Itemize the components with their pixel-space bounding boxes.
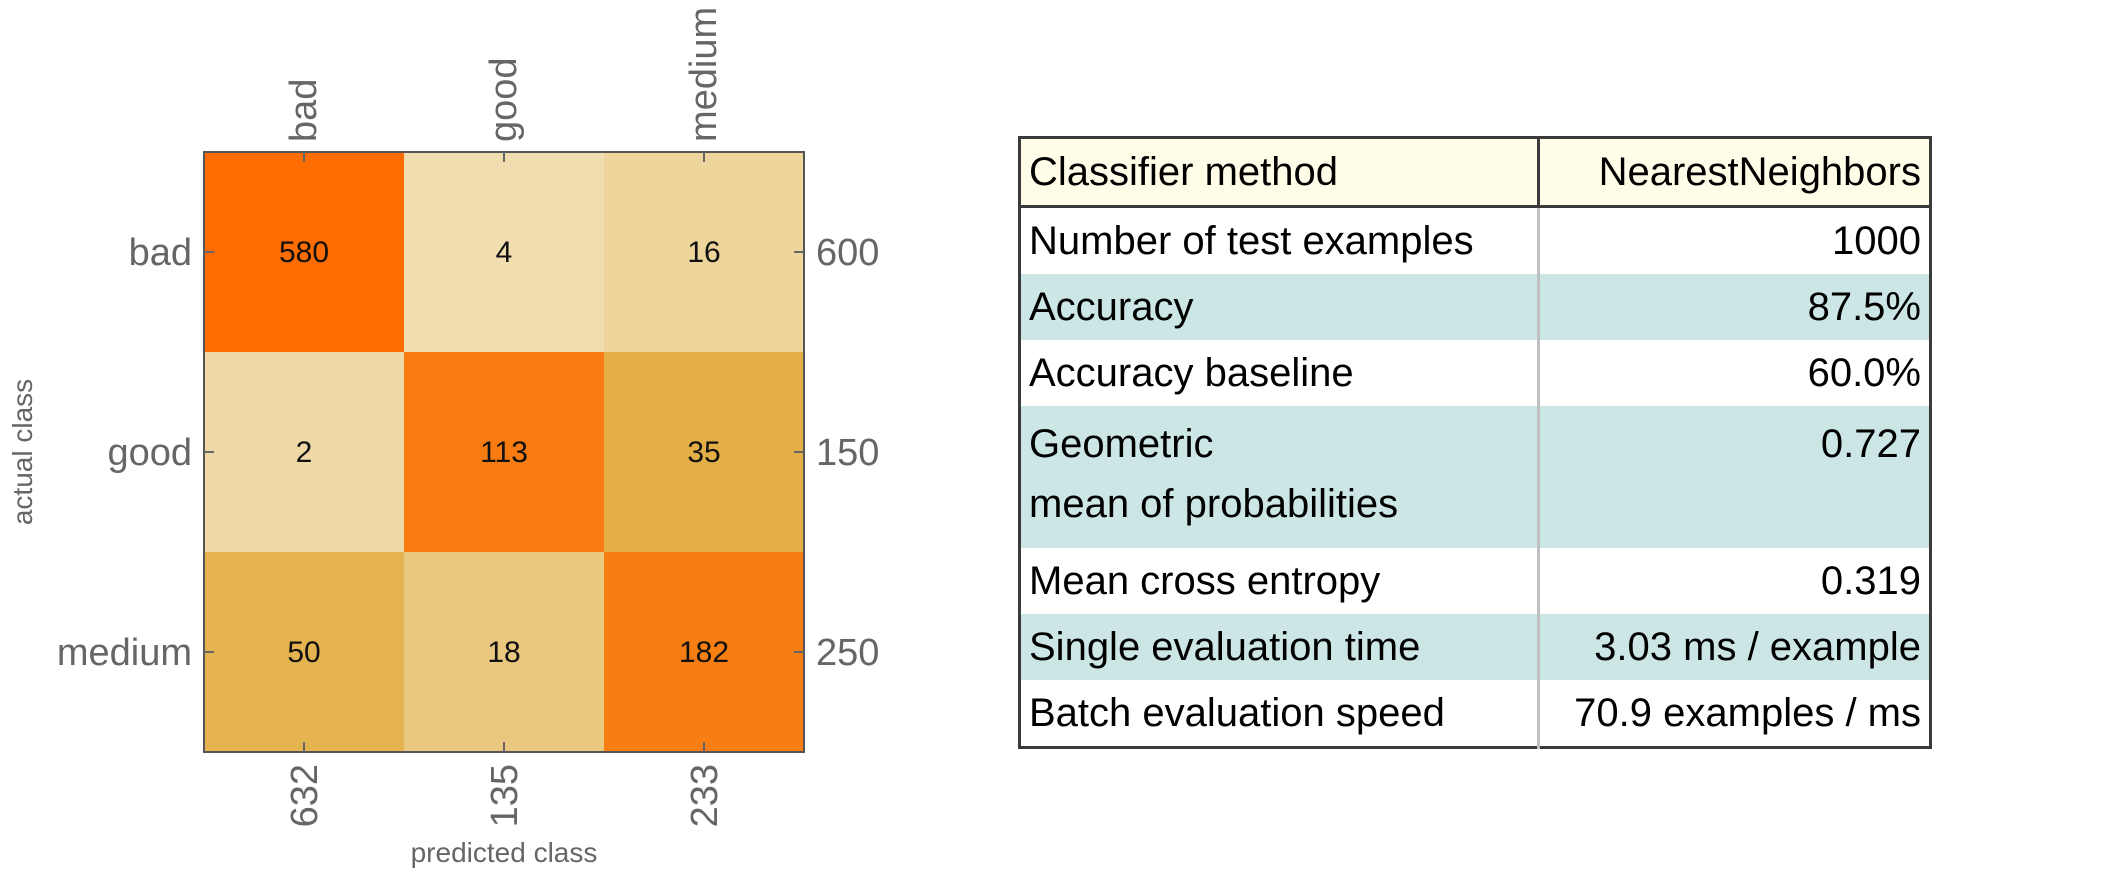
stat-value: 70.9 examples / ms <box>1574 691 1921 735</box>
stat-label-line2: mean of probabilities <box>1029 482 1399 526</box>
cell-value-label: 580 <box>279 236 329 269</box>
table-row: Geometric mean of probabilities 0.727 <box>1019 406 1931 548</box>
cell-value-label: 4 <box>496 236 513 269</box>
stat-value: NearestNeighbors <box>1538 137 1931 208</box>
table-row: Mean cross entropy 0.319 <box>1019 548 1931 614</box>
column-total-label: 632 <box>284 764 326 827</box>
matrix-cell <box>204 152 404 352</box>
row-total-label: 150 <box>816 432 879 474</box>
stat-label: Mean cross entropy <box>1019 548 1540 614</box>
column-total-label: 135 <box>484 764 526 827</box>
cell-value-label: 16 <box>687 236 720 269</box>
axis-ticks <box>204 152 804 752</box>
matrix-cell <box>404 352 604 552</box>
table-row: Batch evaluation speed 70.9 examples / m… <box>1019 680 1931 748</box>
cell-value-label: 2 <box>296 436 313 469</box>
stat-label: Single evaluation time <box>1019 614 1540 680</box>
left-class-label: good <box>107 432 192 474</box>
stat-value: 3.03 ms / example <box>1538 614 1931 680</box>
stat-label: Batch evaluation speed <box>1019 680 1540 748</box>
top-class-label: bad <box>283 79 325 142</box>
stat-label: Classifier method <box>1019 137 1540 208</box>
x-axis-label: predicted class <box>411 837 598 868</box>
row-total-label: 600 <box>816 232 879 274</box>
column-total-label: 233 <box>684 764 726 827</box>
cell-value-label: 50 <box>287 636 320 669</box>
stat-label-line1: Geometric <box>1029 422 1214 466</box>
y-axis-label: actual class <box>7 379 38 525</box>
row-total-labels: 600 150 250 <box>816 232 879 674</box>
top-class-labels: bad good medium <box>283 7 725 142</box>
table-row: Classifier method NearestNeighbors <box>1019 137 1931 208</box>
stat-value: 0.727 <box>1538 406 1931 548</box>
top-class-label: medium <box>683 7 725 142</box>
table-row: Accuracy baseline 60.0% <box>1019 340 1931 406</box>
column-total-labels: 632 135 233 <box>284 764 726 827</box>
stat-label: Accuracy baseline <box>1019 340 1540 406</box>
row-total-label: 250 <box>816 632 879 674</box>
stat-value: 60.0% <box>1807 351 1921 395</box>
matrix-cells <box>204 152 804 752</box>
left-class-label: bad <box>129 232 192 274</box>
classifier-stats-table: Classifier method NearestNeighbors Numbe… <box>1018 136 1932 749</box>
top-class-label: good <box>483 57 525 142</box>
stat-value: 87.5% <box>1538 274 1931 340</box>
stat-value: 0.319 <box>1820 559 1921 603</box>
matrix-cell <box>204 352 404 552</box>
left-class-labels: bad good medium <box>57 232 192 674</box>
matrix-cell <box>604 152 804 352</box>
matrix-cell <box>404 152 604 352</box>
stat-value: 1000 <box>1832 219 1921 263</box>
stat-label: Geometric mean of probabilities <box>1019 406 1540 548</box>
matrix-cell <box>604 552 804 752</box>
confusion-matrix-plot: 580 4 16 2 113 35 50 18 182 bad good medium bad goo… <box>7 7 879 868</box>
left-class-label: medium <box>57 632 192 674</box>
matrix-cell <box>404 552 604 752</box>
table-row: Accuracy 87.5% <box>1019 274 1931 340</box>
stat-label: Number of test examples <box>1019 206 1540 274</box>
cell-value-label: 35 <box>687 436 720 469</box>
table-row: Number of test examples 1000 <box>1019 206 1931 274</box>
table-row: Single evaluation time 3.03 ms / example <box>1019 614 1931 680</box>
matrix-cell-labels: 580 4 16 2 113 35 50 18 182 <box>279 236 729 669</box>
cell-value-label: 182 <box>679 636 729 669</box>
cell-value-label: 18 <box>487 636 520 669</box>
stat-label: Accuracy <box>1019 274 1540 340</box>
matrix-cell <box>204 552 404 752</box>
matrix-cell <box>604 352 804 552</box>
cell-value-label: 113 <box>480 436 528 469</box>
